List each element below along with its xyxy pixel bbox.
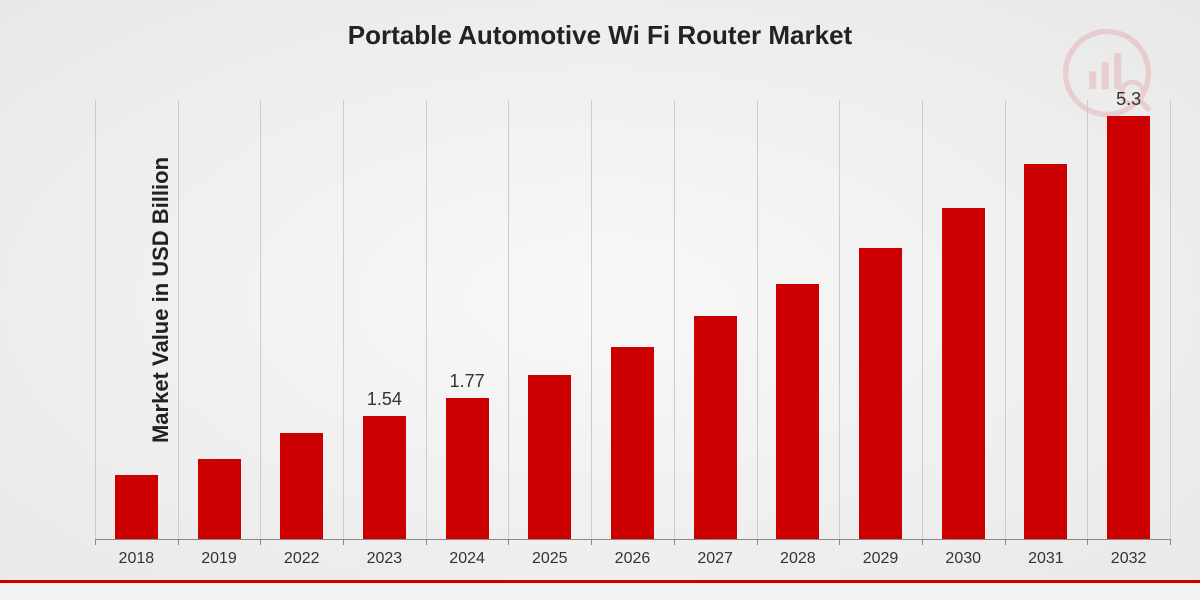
- grid-line: [426, 100, 427, 539]
- x-axis-tick-label: 2024: [426, 550, 509, 568]
- x-axis-tick: [1170, 539, 1171, 545]
- x-axis-tick: [1087, 539, 1088, 545]
- grid-line: [1087, 100, 1088, 539]
- grid-line: [343, 100, 344, 539]
- x-axis-tick-label: 2025: [508, 550, 591, 568]
- grid-line: [95, 100, 96, 539]
- x-axis-labels: 2018201920222023202420252026202720282029…: [95, 550, 1170, 568]
- x-axis-tick: [757, 539, 758, 545]
- bar-slot: 1.77: [426, 100, 509, 539]
- x-axis-tick-label: 2019: [178, 550, 261, 568]
- x-axis-tick: [260, 539, 261, 545]
- bar-value-label: 1.77: [450, 371, 485, 392]
- chart-container: Portable Automotive Wi Fi Router Market …: [0, 0, 1200, 600]
- bar: [1024, 164, 1067, 539]
- grid-line: [757, 100, 758, 539]
- bar: 1.54: [363, 416, 406, 539]
- bar: [528, 375, 571, 539]
- bar: 1.77: [446, 398, 489, 539]
- bar: [776, 284, 819, 539]
- x-axis-tick: [508, 539, 509, 545]
- bar-value-label: 5.3: [1116, 89, 1141, 110]
- bar: [280, 433, 323, 539]
- bar: [115, 475, 158, 539]
- x-axis-tick: [839, 539, 840, 545]
- plot-area: 1.54 1.77 5.3: [95, 100, 1170, 540]
- bar: 5.3: [1107, 116, 1150, 539]
- x-axis-tick-label: 2027: [674, 550, 757, 568]
- grid-line: [260, 100, 261, 539]
- bar-slot: [1005, 100, 1088, 539]
- x-axis-tick: [591, 539, 592, 545]
- bar-slot: 5.3: [1087, 100, 1170, 539]
- bar-slot: [922, 100, 1005, 539]
- grid-line: [674, 100, 675, 539]
- grid-line: [591, 100, 592, 539]
- x-axis-tick-label: 2022: [260, 550, 343, 568]
- bar-slot: [95, 100, 178, 539]
- bar: [694, 316, 737, 539]
- grid-line: [839, 100, 840, 539]
- bar: [198, 459, 241, 539]
- bar-slot: [591, 100, 674, 539]
- grid-line: [508, 100, 509, 539]
- x-axis-tick-label: 2031: [1005, 550, 1088, 568]
- x-axis-tick: [1005, 539, 1006, 545]
- x-axis-tick: [178, 539, 179, 545]
- x-axis-tick: [95, 539, 96, 545]
- x-axis-tick-label: 2018: [95, 550, 178, 568]
- bar-slot: [839, 100, 922, 539]
- footer-accent-bar: [0, 580, 1200, 600]
- bar: [859, 248, 902, 539]
- bar-value-label: 1.54: [367, 389, 402, 410]
- bar-slot: 1.54: [343, 100, 426, 539]
- x-axis-tick-label: 2026: [591, 550, 674, 568]
- chart-title: Portable Automotive Wi Fi Router Market: [0, 20, 1200, 51]
- x-axis-tick: [922, 539, 923, 545]
- bar-slot: [260, 100, 343, 539]
- grid-line: [1170, 100, 1171, 539]
- x-axis-tick-label: 2023: [343, 550, 426, 568]
- bars-group: 1.54 1.77 5.3: [95, 100, 1170, 539]
- x-axis-tick: [674, 539, 675, 545]
- x-axis-tick-label: 2029: [839, 550, 922, 568]
- bar-slot: [178, 100, 261, 539]
- grid-line: [1005, 100, 1006, 539]
- x-axis-tick: [343, 539, 344, 545]
- x-axis-tick-label: 2032: [1087, 550, 1170, 568]
- x-axis-tick-label: 2028: [757, 550, 840, 568]
- bar-slot: [757, 100, 840, 539]
- grid-line: [922, 100, 923, 539]
- bar-slot: [674, 100, 757, 539]
- bar-slot: [508, 100, 591, 539]
- grid-line: [178, 100, 179, 539]
- x-axis-tick: [426, 539, 427, 545]
- bar: [611, 347, 654, 539]
- bar: [942, 208, 985, 539]
- x-axis-tick-label: 2030: [922, 550, 1005, 568]
